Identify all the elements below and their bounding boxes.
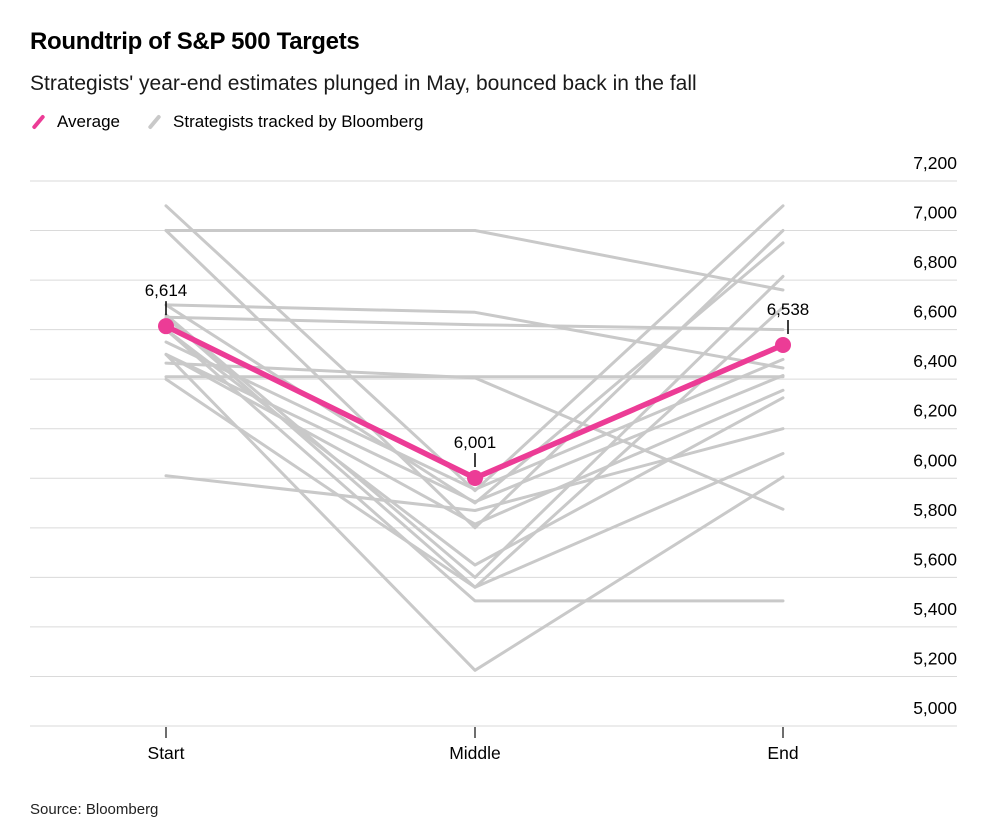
y-axis-label: 6,800 bbox=[913, 252, 957, 272]
chart-title: Roundtrip of S&P 500 Targets bbox=[30, 28, 360, 55]
source-note: Source: Bloomberg bbox=[30, 801, 159, 818]
legend-label-average: Average bbox=[57, 112, 121, 131]
strategist-line bbox=[164, 427, 785, 512]
strategist-line bbox=[164, 352, 785, 504]
average-point bbox=[775, 336, 791, 353]
legend-item-strategists: Strategists tracked by Bloomberg bbox=[146, 112, 423, 132]
strategist-line bbox=[164, 340, 785, 491]
y-axis-label: 6,400 bbox=[913, 351, 957, 371]
average-point bbox=[467, 470, 483, 487]
average-point-label: 6,538 bbox=[767, 300, 810, 319]
y-axis-label: 5,200 bbox=[913, 648, 957, 668]
average-line-swatch-icon bbox=[31, 114, 46, 130]
strategist-line bbox=[164, 328, 785, 567]
strategist-line bbox=[164, 303, 785, 370]
strategist-line bbox=[164, 361, 785, 511]
average-point-label: 6,001 bbox=[454, 433, 497, 452]
strategist-line bbox=[164, 377, 785, 589]
y-axis-label: 7,000 bbox=[913, 203, 957, 223]
strategist-line bbox=[164, 315, 785, 332]
chart-subtitle: Strategists' year-end estimates plunged … bbox=[30, 72, 697, 95]
average-point bbox=[158, 318, 174, 335]
y-axis-label: 5,400 bbox=[913, 599, 957, 619]
y-axis-label: 5,800 bbox=[913, 500, 957, 520]
strategist-line bbox=[164, 352, 785, 526]
average-point-label: 6,614 bbox=[145, 281, 188, 300]
y-axis-label: 6,000 bbox=[913, 450, 957, 470]
strategists-line-swatch-icon bbox=[147, 114, 162, 130]
legend-item-average: Average bbox=[30, 112, 120, 132]
x-axis-label: Middle bbox=[449, 743, 501, 763]
y-axis-label: 6,200 bbox=[913, 401, 957, 421]
y-axis-label: 6,600 bbox=[913, 302, 957, 322]
y-axis-label: 5,600 bbox=[913, 549, 957, 569]
x-axis-label: End bbox=[767, 743, 798, 763]
y-axis-label: 5,000 bbox=[913, 698, 957, 718]
chart-legend: Average Strategists tracked by Bloomberg bbox=[30, 112, 423, 132]
y-axis-label: 7,200 bbox=[913, 153, 957, 173]
x-axis-label: Start bbox=[148, 743, 185, 763]
strategist-line bbox=[164, 328, 785, 603]
legend-label-strategists: Strategists tracked by Bloomberg bbox=[173, 112, 424, 131]
strategist-line bbox=[164, 352, 785, 672]
strategist-line bbox=[164, 229, 785, 292]
